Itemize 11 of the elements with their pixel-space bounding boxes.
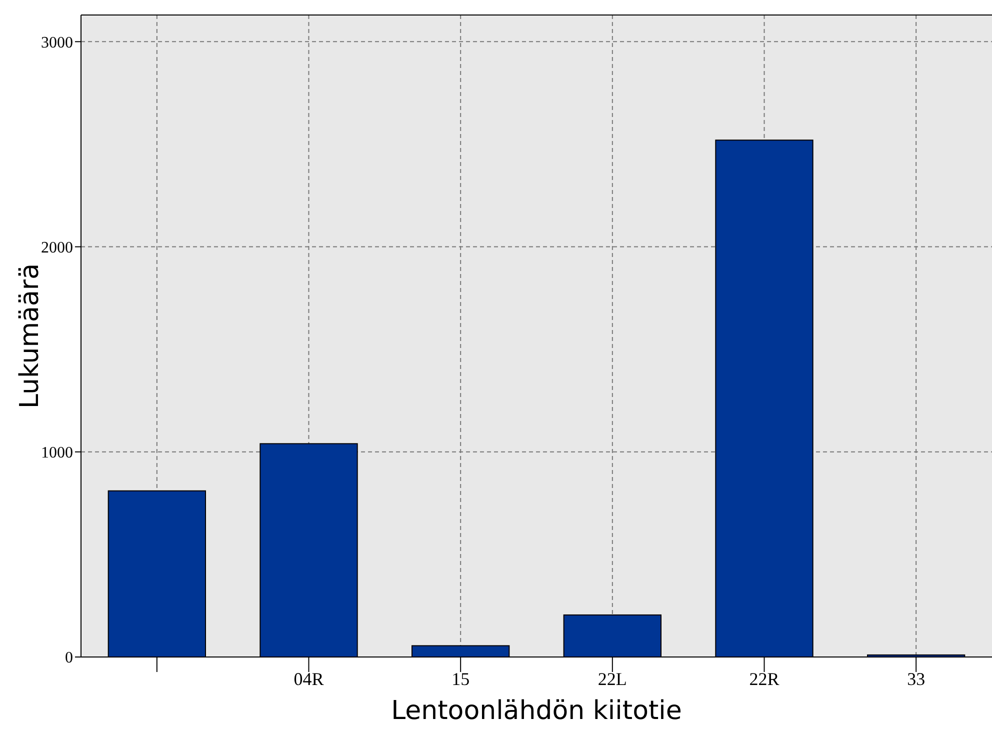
x-tick-label: 15	[452, 669, 470, 689]
y-tick-label: 3000	[41, 34, 73, 52]
x-tick-label: 04R	[294, 669, 324, 689]
y-axis-title: Lukumäärä	[15, 263, 45, 409]
x-axis-title: Lentoonlähdön kiitotie	[391, 696, 682, 726]
y-tick-label: 0	[65, 650, 73, 667]
x-tick-label: 22L	[598, 669, 627, 689]
x-tick-label: 33	[907, 669, 926, 689]
y-tick-label: 2000	[41, 239, 73, 256]
y-tick-label: 1000	[41, 444, 73, 462]
x-tick-label: 22R	[749, 669, 780, 689]
